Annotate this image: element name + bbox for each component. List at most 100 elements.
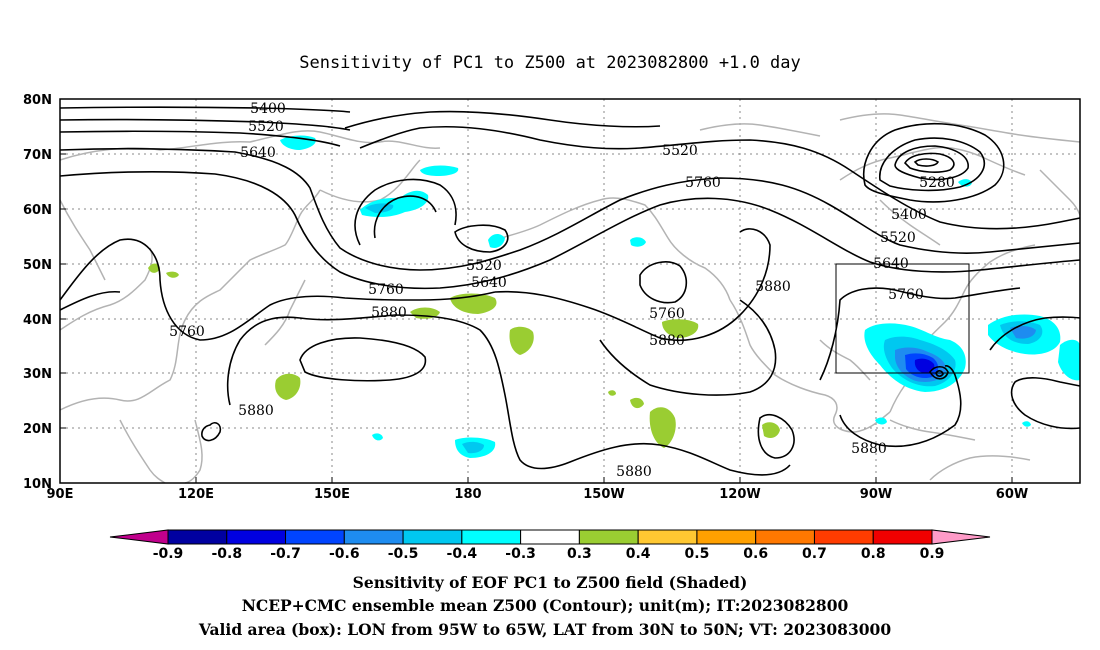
contour-label: 5760 xyxy=(368,282,404,298)
colorbar-low-extension xyxy=(109,529,169,545)
colorbar-tick-label: -0.3 xyxy=(505,546,536,562)
shade-neg-region xyxy=(372,433,383,441)
caption-line-2: NCEP+CMC ensemble mean Z500 (Contour); u… xyxy=(242,596,849,615)
colorbar-tick-label: -0.6 xyxy=(329,546,360,562)
colorbar-segment xyxy=(872,529,933,545)
colorbar-segment xyxy=(696,529,757,545)
graticule xyxy=(60,99,1080,483)
colorbar-segment xyxy=(461,529,522,545)
contour-label: 5880 xyxy=(616,464,652,480)
shade-pos-region xyxy=(509,326,534,355)
shade-neg-region xyxy=(958,179,972,187)
lon-label: 120E xyxy=(178,487,214,502)
contour-label: 5760 xyxy=(685,175,721,191)
lon-label: 120W xyxy=(719,487,760,502)
colorbar-tick-label: -0.5 xyxy=(388,546,419,562)
colorbar-segment xyxy=(226,529,287,545)
lon-label: 60W xyxy=(996,487,1028,502)
lon-label: 90W xyxy=(860,487,892,502)
map-border xyxy=(59,98,1081,484)
shade-neg-region xyxy=(420,165,459,176)
colorbar-segment xyxy=(578,529,639,545)
colorbar-segment xyxy=(755,529,815,545)
shade-pos-region xyxy=(275,373,301,400)
colorbar-tick-label: 0.3 xyxy=(567,546,592,562)
z500-contours xyxy=(59,106,1081,476)
caption-line-1: Sensitivity of EOF PC1 to Z500 field (Sh… xyxy=(353,573,748,592)
colorbar-tick-label: 0.4 xyxy=(626,546,651,562)
lat-label: 60N xyxy=(23,203,52,218)
contour-label: 5400 xyxy=(250,101,286,117)
contour-label: 5760 xyxy=(169,324,205,340)
contour-label: 5880 xyxy=(755,279,791,295)
caption-line-3: Valid area (box): LON from 95W to 65W, L… xyxy=(198,620,891,639)
coastlines xyxy=(59,113,1081,484)
map-panel: 5400 5520 5640 5520 5760 5280 5400 5520 … xyxy=(23,93,1081,502)
colorbar-segment xyxy=(285,529,345,545)
contour-label: 5400 xyxy=(891,207,927,223)
lat-label: 80N xyxy=(23,93,52,108)
colorbar-tick-label: 0.8 xyxy=(861,546,886,562)
lat-label: 50N xyxy=(23,258,52,273)
shade-neg-region xyxy=(488,234,505,248)
lat-label: 10N xyxy=(23,477,52,492)
shade-pos-region xyxy=(148,263,160,273)
colorbar-segment xyxy=(343,529,404,545)
shade-neg-region xyxy=(1010,325,1036,339)
contour-label: 5280 xyxy=(919,175,955,191)
shade-neg-region xyxy=(875,417,887,425)
contour-label: 5640 xyxy=(471,275,507,291)
colorbar-segment xyxy=(167,529,228,545)
shade-neg-region xyxy=(630,237,646,247)
contour-label: 5520 xyxy=(880,230,916,246)
shaded-sensitivity xyxy=(148,135,1080,458)
colorbar-tick-label: -0.4 xyxy=(447,546,478,562)
caption: Sensitivity of EOF PC1 to Z500 field (Sh… xyxy=(198,573,891,639)
contour-label: 5880 xyxy=(649,333,685,349)
contour-label: 5520 xyxy=(248,119,284,135)
contour-label: 5520 xyxy=(662,143,698,159)
axis-ticks xyxy=(60,98,1013,484)
shade-pos-region xyxy=(662,319,699,338)
colorbar-tick-label: -0.8 xyxy=(211,546,242,562)
colorbar: -0.9 -0.8 -0.7 -0.6 -0.5 -0.4 -0.3 0.3 0.4 0.5 0.6… xyxy=(109,529,991,562)
colorbar-segment xyxy=(402,529,463,545)
colorbar-segment xyxy=(813,529,874,545)
shade-neg-region xyxy=(1022,421,1031,427)
lon-label: 90E xyxy=(47,487,74,502)
contour-label: 5640 xyxy=(240,145,276,161)
shade-neg-region xyxy=(1058,339,1080,381)
valid-area-box xyxy=(835,263,970,374)
colorbar-tick-label: -0.9 xyxy=(153,546,184,562)
contour-label: 5520 xyxy=(466,258,502,274)
colorbar-segment xyxy=(637,529,698,545)
shade-pos-region xyxy=(166,271,179,278)
shade-neg-region xyxy=(462,441,484,454)
colorbar-segment xyxy=(520,529,580,545)
colorbar-tick-label: 0.6 xyxy=(743,546,768,562)
shade-pos-region xyxy=(450,293,497,314)
lat-label: 40N xyxy=(23,313,52,328)
contour-label: 5880 xyxy=(238,403,274,419)
figure-title: Sensitivity of PC1 to Z500 at 2023082800… xyxy=(299,53,801,73)
shade-pos-region xyxy=(630,397,644,409)
colorbar-high-extension xyxy=(931,529,991,545)
lat-label: 30N xyxy=(23,367,52,382)
shade-pos-region xyxy=(762,422,780,438)
contour-label: 5760 xyxy=(649,306,685,322)
shade-pos-region xyxy=(608,390,616,396)
contour-label: 5880 xyxy=(851,441,887,457)
contour-label: 5880 xyxy=(371,305,407,321)
longitude-labels: 90E 120E 150E 180 150W 120W 90W 60W xyxy=(47,487,1029,502)
colorbar-tick-label: -0.7 xyxy=(270,546,301,562)
lon-label: 150W xyxy=(583,487,624,502)
lat-label: 20N xyxy=(23,422,52,437)
lon-label: 180 xyxy=(454,487,481,502)
latitude-labels: 80N 70N 60N 50N 40N 30N 20N 10N xyxy=(23,93,52,492)
shade-neg-region xyxy=(914,358,935,374)
colorbar-tick-label: 0.9 xyxy=(920,546,945,562)
shade-pos-region xyxy=(649,407,676,448)
colorbar-tick-label: 0.5 xyxy=(685,546,710,562)
lat-label: 70N xyxy=(23,148,52,163)
